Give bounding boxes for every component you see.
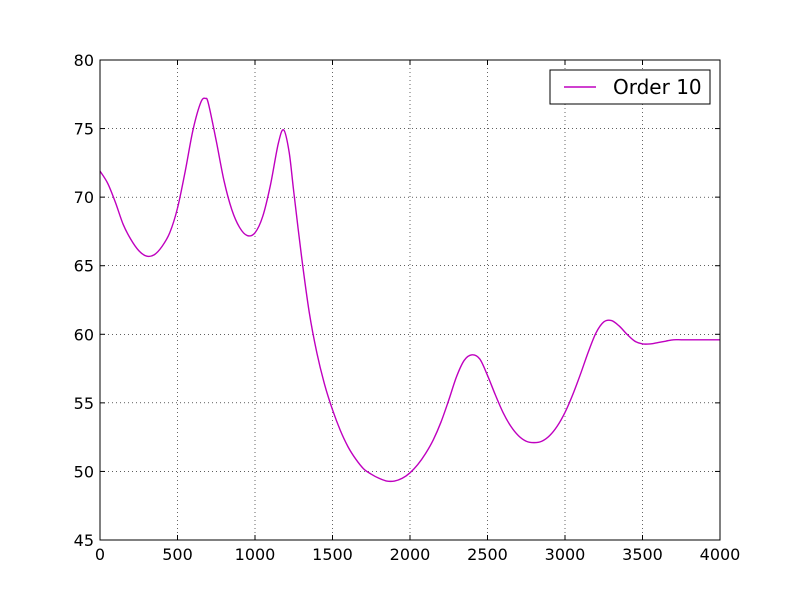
- x-tick-label: 1500: [312, 545, 353, 564]
- series-line-order-10: [99, 97, 720, 483]
- legend-label: Order 10: [613, 75, 702, 99]
- y-tick-label: 60: [74, 325, 94, 344]
- y-tick-label: 70: [74, 188, 94, 207]
- y-tick-label: 75: [74, 120, 94, 139]
- series-layer: [99, 97, 720, 483]
- y-tick-label: 55: [74, 394, 94, 413]
- x-tick-label: 1000: [235, 545, 276, 564]
- y-tick-label: 65: [74, 257, 94, 276]
- y-tick-label: 80: [74, 51, 94, 70]
- x-tick-label: 4000: [700, 545, 741, 564]
- x-tick-label: 2000: [390, 545, 431, 564]
- y-tick-label: 50: [74, 462, 94, 481]
- x-tick-label: 0: [95, 545, 105, 564]
- x-tick-label: 500: [162, 545, 193, 564]
- y-tick-label: 45: [74, 531, 94, 550]
- legend: Order 10: [549, 69, 711, 105]
- x-tick-label: 2500: [467, 545, 508, 564]
- x-tick-label: 3000: [545, 545, 586, 564]
- axis-ticks: 0 500 1000 1500 2000 2500 3000 3500 4000 45 50 55 60…: [74, 51, 741, 564]
- x-tick-label: 3500: [622, 545, 663, 564]
